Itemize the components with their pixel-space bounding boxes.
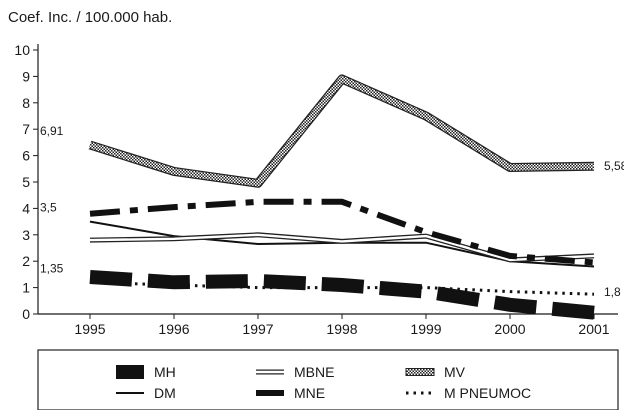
- y-tick-label: 10: [14, 42, 30, 58]
- series-mv-line: [89, 75, 595, 187]
- data-label: 3,5: [40, 201, 57, 215]
- series-mbne-line: [89, 233, 595, 262]
- y-tick-label: 5: [22, 174, 30, 190]
- y-tick-label: 0: [22, 306, 30, 322]
- legend-dm-label: DM: [154, 385, 176, 401]
- y-tick-label: 7: [22, 121, 30, 137]
- y-tick-label: 1: [22, 280, 30, 296]
- legend-mv-swatch: [405, 368, 435, 376]
- y-tick-label: 3: [22, 227, 30, 243]
- y-tick-label: 2: [22, 253, 30, 269]
- legend-mv-label: MV: [444, 364, 466, 380]
- legend-mbne: MBNE: [256, 364, 334, 380]
- x-tick-label: 1996: [158, 321, 189, 337]
- series-mh: [89, 270, 595, 320]
- y-tick-label: 6: [22, 148, 30, 164]
- data-label: 5,58: [604, 159, 624, 173]
- series-mne-line: [89, 198, 595, 266]
- x-tick-label: 1999: [410, 321, 441, 337]
- y-tick-label: 9: [22, 68, 30, 84]
- data-label: 1,35: [40, 261, 64, 275]
- data-label: 1,8: [604, 285, 621, 299]
- series-mv: [88, 74, 595, 188]
- legend-m-pneumoc-label: M PNEUMOC: [444, 385, 531, 401]
- legend-mh-swatch: [116, 365, 144, 379]
- series-mh-line: [89, 270, 595, 320]
- legend-mne-label: MNE: [294, 385, 325, 401]
- legend-mh-label: MH: [154, 364, 176, 380]
- x-tick-label: 1995: [74, 321, 105, 337]
- legend-mv: MV: [405, 364, 466, 380]
- series-mne: [89, 198, 595, 266]
- y-tick-label: 4: [22, 200, 30, 216]
- legend-mh: MH: [116, 364, 176, 380]
- y-axis-title: Coef. Inc. / 100.000 hab.: [8, 9, 172, 26]
- x-tick-label: 1997: [242, 321, 273, 337]
- legend-mne: MNE: [256, 385, 325, 401]
- legend-m-pneumoc: M PNEUMOC: [406, 385, 531, 401]
- legend-box: [37, 349, 619, 410]
- legend-mbne-label: MBNE: [294, 364, 334, 380]
- x-tick-label: 2001: [578, 321, 609, 337]
- x-tick-label: 1998: [326, 321, 357, 337]
- y-tick-label: 8: [22, 95, 30, 111]
- legend-dm: DM: [116, 385, 176, 401]
- series-mbne: [89, 232, 595, 263]
- data-label: 6,91: [40, 124, 64, 138]
- x-tick-label: 2000: [494, 321, 525, 337]
